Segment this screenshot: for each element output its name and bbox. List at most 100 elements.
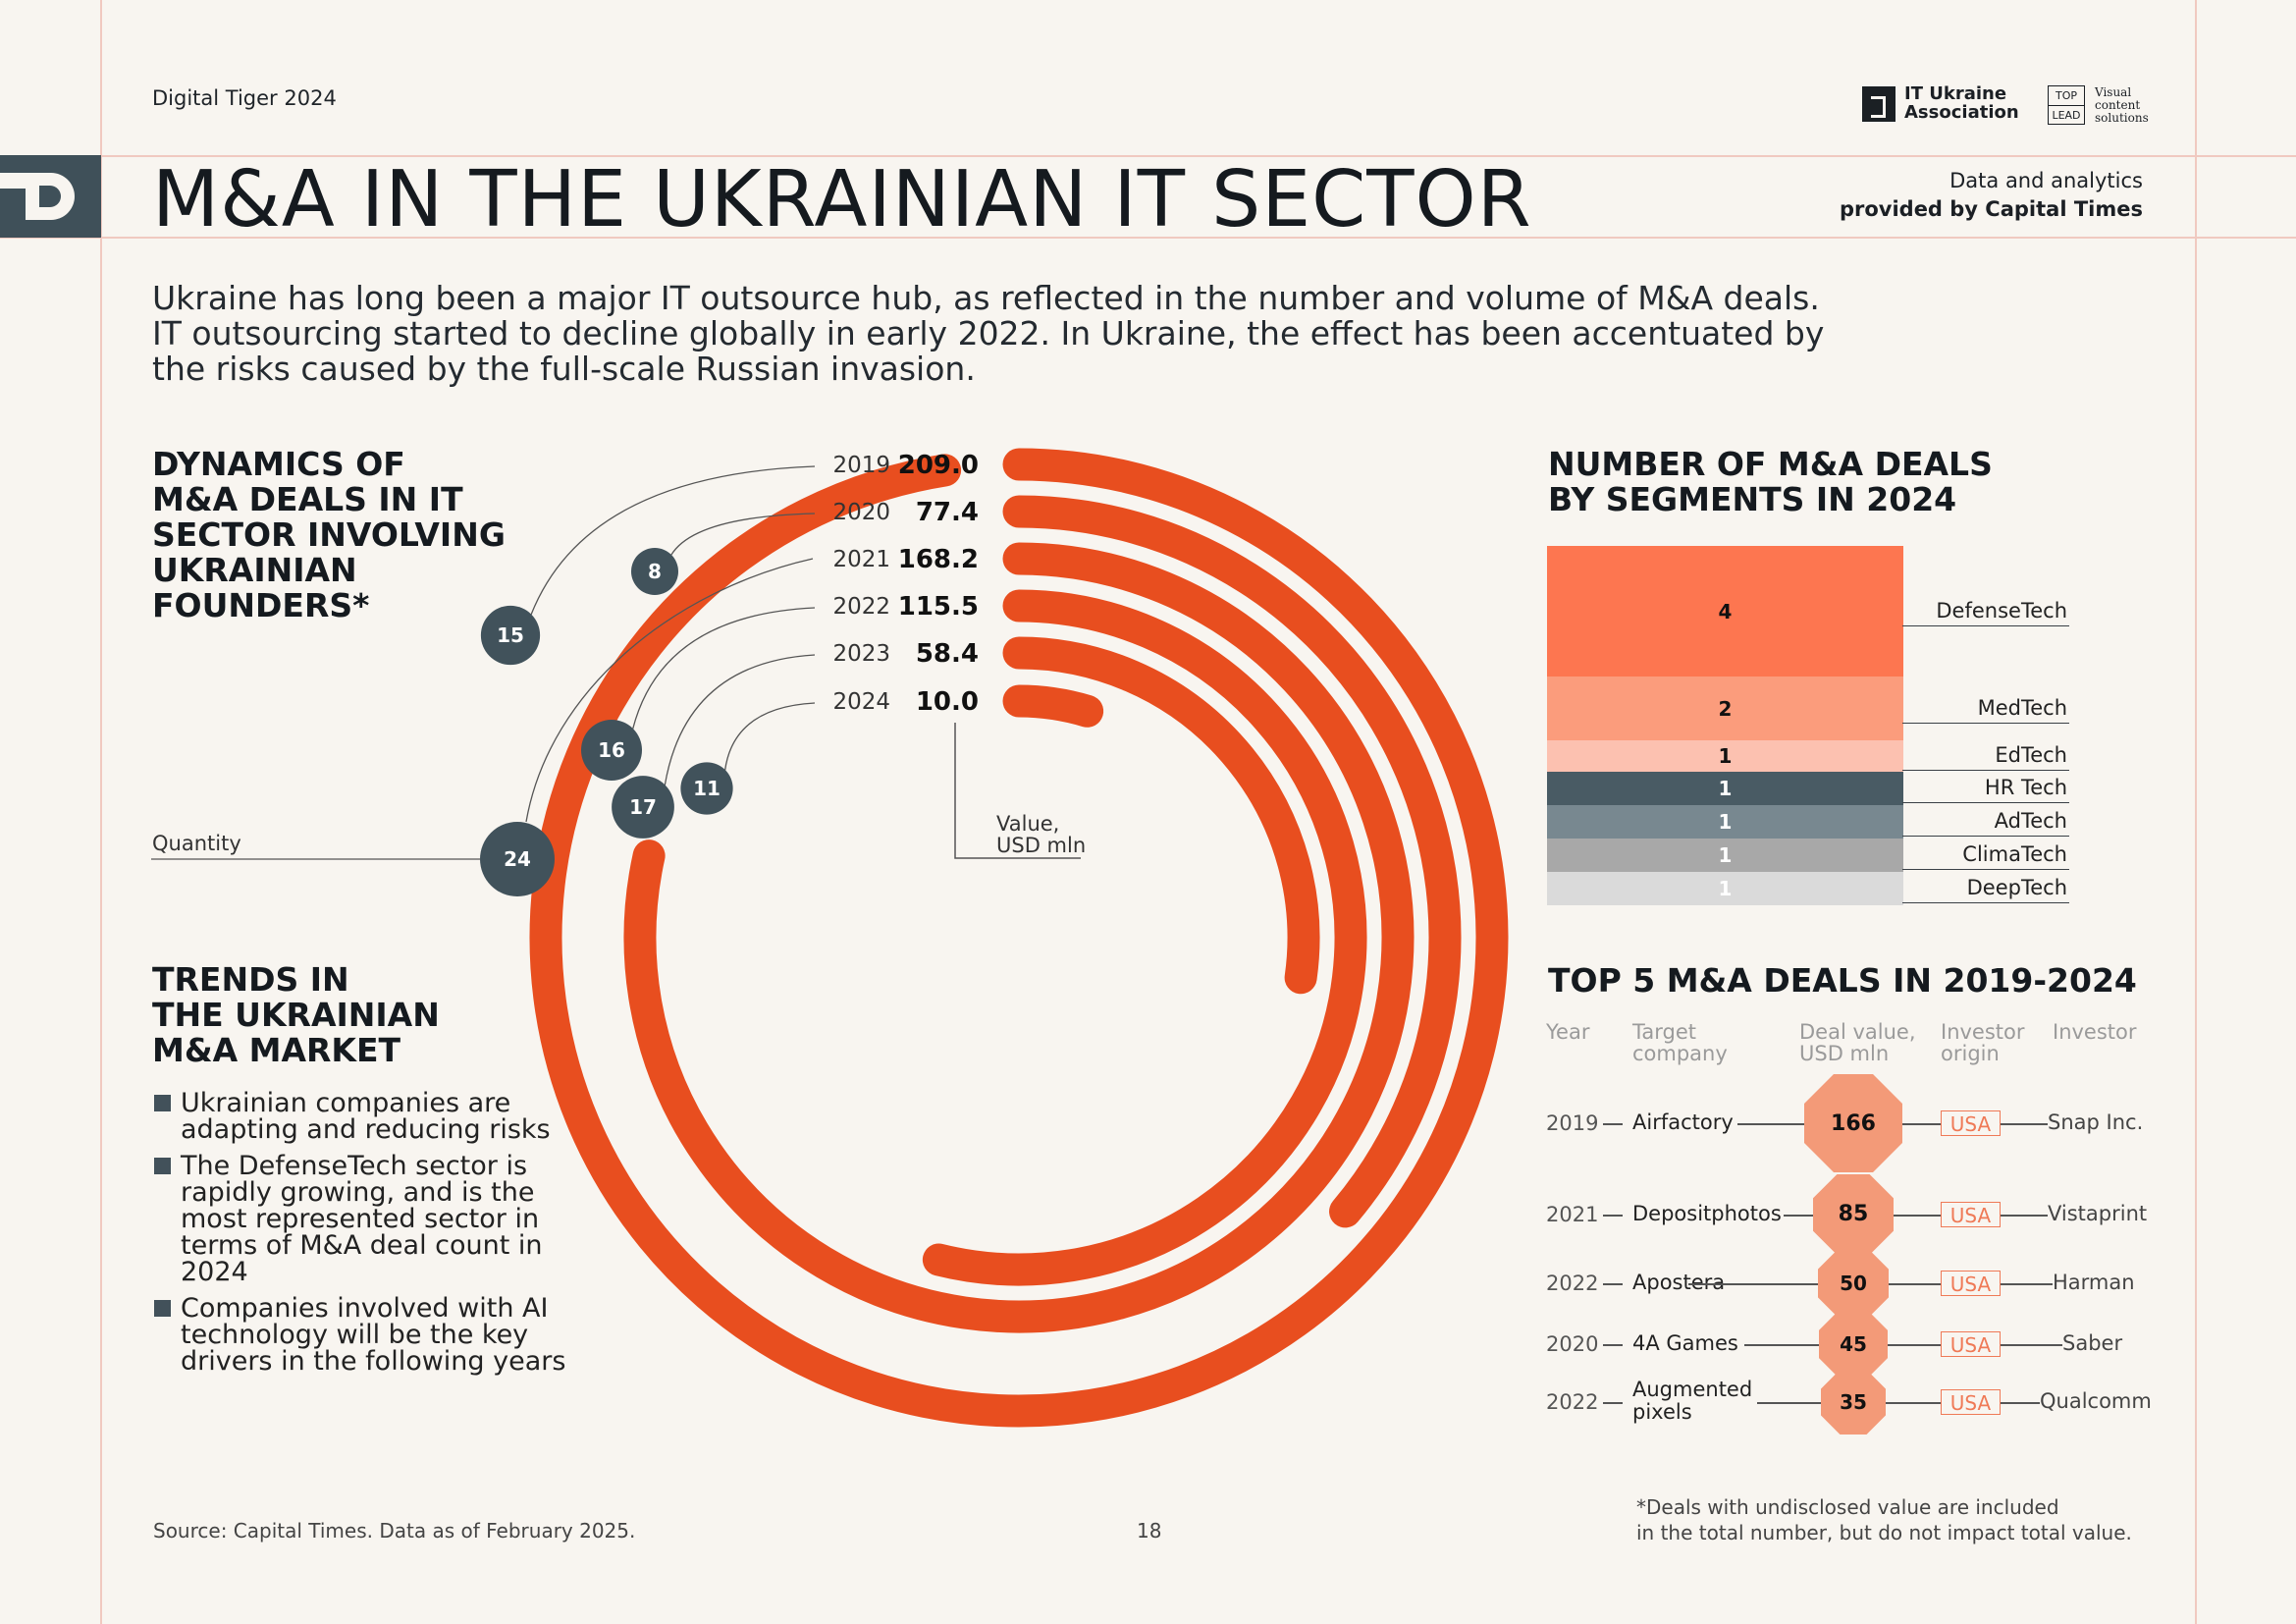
col-target: Target company	[1632, 1020, 1728, 1065]
leader-line-2023	[664, 654, 816, 785]
deal-value-marker: 166	[1804, 1074, 1902, 1172]
source-note: Source: Capital Times. Data as of Februa…	[153, 1519, 636, 1543]
deal-line	[2001, 1123, 2048, 1125]
deal-year: 2020	[1546, 1332, 1599, 1356]
deal-year: 2022	[1546, 1390, 1599, 1414]
value-axis-label: Value,	[996, 812, 1059, 836]
value-arc-2023	[1002, 636, 1320, 995]
col-origin: Investor origin	[1941, 1020, 2025, 1065]
segment-label-medtech: MedTech	[1902, 693, 2069, 724]
deal-company: Airfactory	[1632, 1110, 1734, 1134]
leader-line-2021	[525, 558, 814, 823]
leader-line-2019	[530, 465, 816, 616]
value-label-2019: 209.0	[898, 451, 979, 480]
leader-line-2022	[632, 607, 816, 730]
year-label-2021: 2021	[832, 547, 890, 572]
deal-dash	[1603, 1123, 1623, 1125]
list-item: The DefenseTech sector is rapidly growin…	[152, 1153, 584, 1285]
guide-left	[100, 0, 102, 1624]
value-label-2022: 115.5	[898, 592, 979, 622]
guide-title-bottom	[0, 237, 2296, 239]
deal-year: 2019	[1546, 1111, 1599, 1135]
year-label-2022: 2022	[832, 594, 890, 620]
deal-value-marker: 85	[1812, 1173, 1895, 1256]
quantity-label-2019: 15	[497, 623, 524, 647]
deal-origin-badge: USA	[1941, 1202, 2001, 1227]
value-arc-2020	[1002, 495, 1462, 1228]
deal-year: 2021	[1546, 1203, 1599, 1226]
dynamics-heading: DYNAMICS OF M&A DEALS IN IT SECTOR INVOL…	[152, 445, 506, 624]
intro-text: Ukraine has long been a major IT outsour…	[152, 279, 1825, 388]
deal-line	[1853, 1344, 1941, 1346]
quantity-bubble-2020	[631, 548, 678, 595]
it-ukraine-logo-icon	[1862, 86, 1896, 122]
year-label-2019: 2019	[832, 453, 890, 478]
guide-right	[2195, 0, 2197, 1624]
quantity-bubble-2023	[612, 776, 674, 839]
trends-heading: TRENDS IN THE UKRAINIAN M&A MARKET	[152, 960, 440, 1069]
value-axis-line	[954, 723, 1081, 859]
deal-origin-badge: USA	[1941, 1271, 2001, 1296]
segment-bar-hr-tech: 1	[1547, 772, 1903, 805]
deal-line	[1737, 1123, 1853, 1125]
quantity-axis-label: Quantity	[152, 832, 241, 855]
deal-company: 4A Games	[1632, 1331, 1738, 1355]
deal-line	[1853, 1283, 1941, 1285]
guide-top	[0, 155, 2296, 157]
deal-line	[2001, 1283, 2053, 1285]
segment-label-defensetech: DefenseTech	[1902, 596, 2069, 626]
deal-value-marker: 45	[1818, 1309, 1889, 1380]
value-label-2023: 58.4	[916, 639, 979, 669]
top5-heading: TOP 5 M&A DEALS IN 2019-2024	[1548, 961, 2137, 1000]
segment-bar-medtech: 2	[1547, 677, 1903, 740]
list-item: Companies involved with AI technology wi…	[152, 1295, 584, 1375]
deal-line	[1744, 1344, 1853, 1346]
deal-line	[2001, 1344, 2062, 1346]
segment-bar-defensetech: 4	[1547, 546, 1903, 677]
deal-investor: Snap Inc.	[2048, 1110, 2144, 1134]
deal-investor: Saber	[2062, 1331, 2123, 1355]
deal-origin-badge: USA	[1941, 1331, 2001, 1357]
deal-line	[2001, 1402, 2040, 1404]
value-label-2020: 77.4	[916, 498, 979, 527]
value-label-2021: 168.2	[898, 545, 979, 574]
segment-label-climatech: ClimaTech	[1902, 839, 2069, 870]
quantity-label-2020: 8	[648, 560, 662, 583]
deal-line	[2001, 1215, 2048, 1217]
brand-label: Digital Tiger 2024	[152, 86, 337, 110]
segment-label-deeptech: DeepTech	[1902, 873, 2069, 903]
deal-dash	[1603, 1344, 1623, 1346]
deal-dash	[1603, 1283, 1623, 1285]
quantity-bubble-2024	[680, 762, 733, 815]
footnote: *Deals with undisclosed value are includ…	[1636, 1495, 2132, 1544]
quantity-label-2021: 24	[504, 847, 531, 871]
quantity-bubble-2019	[480, 605, 541, 666]
col-value: Deal value, USD mln	[1799, 1020, 1916, 1065]
visual-content-label: Visual content solutions	[2095, 85, 2149, 125]
deal-line	[1853, 1402, 1941, 1404]
deal-origin-badge: USA	[1941, 1389, 2001, 1415]
deal-origin-badge: USA	[1941, 1110, 2001, 1136]
year-label-2020: 2020	[832, 500, 890, 525]
deal-line	[1853, 1215, 1941, 1217]
deal-value-marker: 50	[1817, 1247, 1889, 1319]
deal-investor: Qualcomm	[2040, 1389, 2152, 1413]
deal-investor: Vistaprint	[2048, 1202, 2148, 1225]
value-label-2024: 10.0	[916, 687, 979, 717]
page-number: 18	[1137, 1519, 1162, 1543]
trends-list: Ukrainian companies are adapting and red…	[152, 1090, 584, 1384]
quantity-bubble-2022	[581, 720, 642, 781]
data-credit: Data and analytics provided by Capital T…	[1839, 169, 2143, 221]
deal-dash	[1603, 1215, 1623, 1217]
segments-heading: NUMBER OF M&A DEALS BY SEGMENTS IN 2024	[1548, 445, 1993, 518]
quantity-label-2023: 17	[629, 795, 657, 819]
quantity-label-2022: 16	[598, 738, 625, 762]
deal-company: Augmented	[1632, 1378, 1753, 1401]
leader-line-2024	[723, 702, 816, 771]
value-arc-2021	[623, 542, 1415, 1333]
deal-investor: Harman	[2053, 1271, 2135, 1294]
leader-line-2020	[670, 513, 816, 556]
digital-tiger-logo-icon	[0, 155, 101, 238]
value-arc-2022	[922, 589, 1367, 1286]
